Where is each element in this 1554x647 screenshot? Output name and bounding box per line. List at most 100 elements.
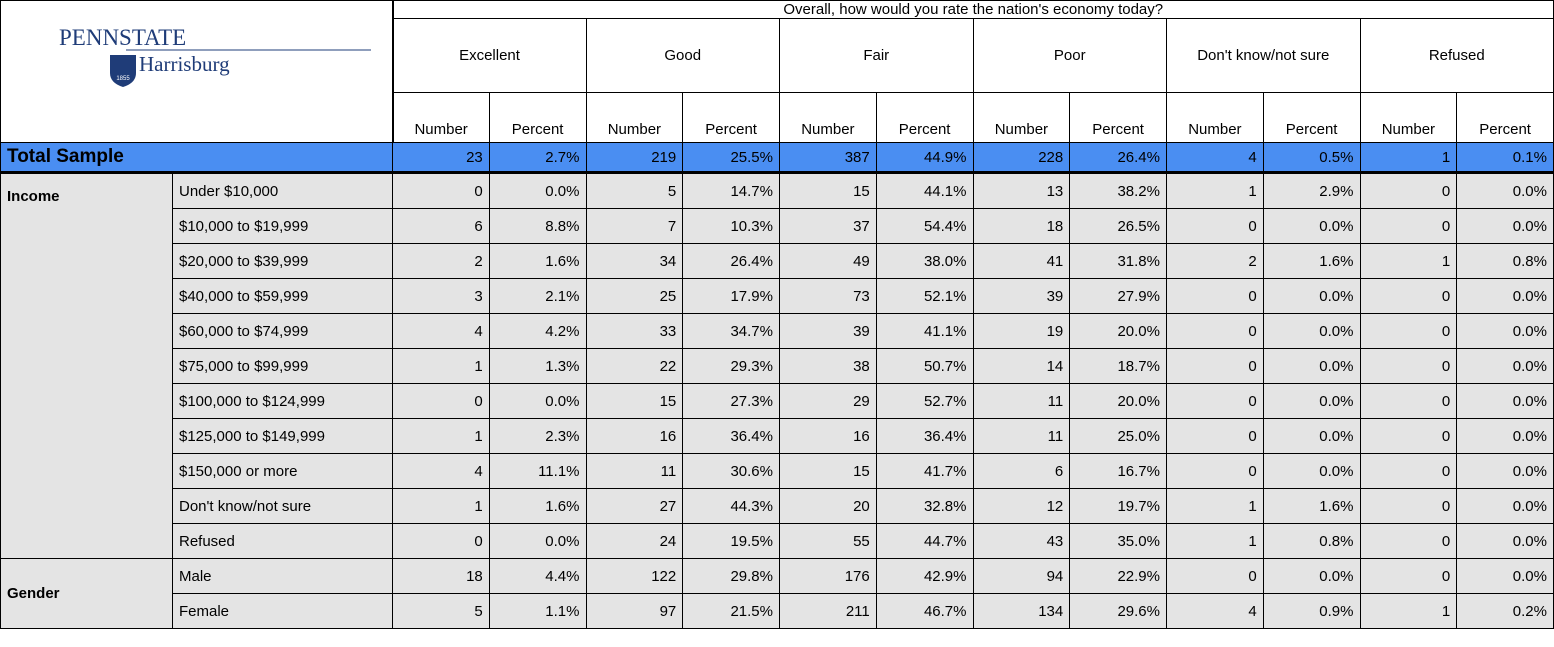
cell-value: 24 [585, 523, 684, 559]
data-row: Don't know/not sure 1 1.6% 27 44.3% 20 32.8% 12… [1, 488, 1554, 524]
cell-value: 1.6% [488, 243, 587, 279]
subheader: Number [1166, 92, 1264, 143]
cell-value: 44.3% [682, 488, 780, 524]
cell-value: 27 [585, 488, 684, 524]
row-label: Refused [172, 523, 393, 559]
total-value: 0.1% [1456, 142, 1554, 174]
cell-value: 33 [585, 313, 684, 349]
cell-value: 122 [585, 558, 684, 594]
row-label: Don't know/not sure [172, 488, 393, 524]
logo-name: PENNSTATE [59, 25, 186, 50]
cell-value: 13 [972, 172, 1071, 209]
row-label: $10,000 to $19,999 [172, 208, 393, 244]
data-row: $75,000 to $99,999 1 1.3% 22 29.3% 38 50.7% 14 1… [1, 348, 1554, 384]
category-header: Don't know/not sure [1166, 18, 1361, 93]
cell-value: 0.0% [1456, 172, 1554, 209]
group-label: Income [0, 172, 173, 559]
logo-shield [110, 55, 136, 87]
category-header: Good [585, 18, 780, 93]
cell-value: 19.5% [682, 523, 780, 559]
cell-value: 7 [585, 208, 684, 244]
cell-value: 14.7% [682, 172, 780, 209]
cell-value: 0 [1359, 383, 1458, 419]
cell-value: 0 [1359, 172, 1458, 209]
cell-value: 2 [392, 243, 490, 279]
row-label: $100,000 to $124,999 [172, 383, 393, 419]
cell-value: 8.8% [488, 208, 587, 244]
cell-value: 0.0% [1262, 558, 1361, 594]
cell-value: 0.8% [1456, 243, 1554, 279]
cell-value: 211 [779, 593, 877, 629]
cell-value: 12 [972, 488, 1071, 524]
subheader: Percent [488, 92, 587, 143]
cell-value: 30.6% [682, 453, 780, 489]
cell-value: 4 [392, 313, 490, 349]
cell-value: 34 [585, 243, 684, 279]
cell-value: 32.8% [875, 488, 974, 524]
logo-year: 1855 [116, 76, 130, 82]
subheader-row: Number Percent Number Percent Number Percent N… [1, 92, 1554, 143]
cell-value: 55 [779, 523, 877, 559]
total-value: 387 [779, 142, 877, 174]
cell-value: 0.0% [488, 172, 587, 209]
data-row: $40,000 to $59,999 3 2.1% 25 17.9% 73 52.1% 39 2… [1, 278, 1554, 314]
cell-value: 0.0% [1456, 453, 1554, 489]
cell-value: 15 [779, 453, 877, 489]
cell-value: 15 [779, 172, 877, 209]
category-header: Poor [972, 18, 1167, 93]
cell-value: 21.5% [682, 593, 780, 629]
row-label: $60,000 to $74,999 [172, 313, 393, 349]
total-value: 219 [585, 142, 684, 174]
table-body: PENNSTATE 1855 Harrisburg Overall, how w… [0, 0, 1554, 629]
logo: PENNSTATE 1855 Harrisburg [59, 25, 371, 87]
cell-value: 41.1% [875, 313, 974, 349]
cell-value: 2.3% [488, 418, 587, 454]
table: PENNSTATE 1855 Harrisburg Overall, how w… [0, 0, 1554, 629]
cell-value: 1.1% [488, 593, 587, 629]
cell-value: 0.0% [1456, 313, 1554, 349]
cell-value: 0.0% [1262, 208, 1361, 244]
cell-value: 31.8% [1069, 243, 1167, 279]
cell-value: 19 [972, 313, 1071, 349]
cell-value: 5 [392, 593, 490, 629]
cell-value: 0 [1359, 488, 1458, 524]
cell-value: 29.3% [682, 348, 780, 384]
total-value: 4 [1166, 142, 1264, 174]
total-value: 23 [392, 142, 490, 174]
cell-value: 0.0% [1456, 523, 1554, 559]
cell-value: 0.0% [1456, 208, 1554, 244]
cell-value: 44.1% [875, 172, 974, 209]
cell-value: 1.6% [1262, 243, 1361, 279]
cell-value: 10.3% [682, 208, 780, 244]
cell-value: 0.0% [1456, 278, 1554, 314]
cell-value: 0 [1166, 383, 1264, 419]
cell-value: 0.0% [1456, 348, 1554, 384]
cell-value: 15 [585, 383, 684, 419]
cell-value: 26.5% [1069, 208, 1167, 244]
cell-value: 0 [1359, 208, 1458, 244]
subheader: Percent [1069, 92, 1167, 143]
cell-value: 0 [1166, 348, 1264, 384]
cell-value: 6 [972, 453, 1071, 489]
cell-value: 134 [972, 593, 1071, 629]
cell-value: 1 [392, 418, 490, 454]
cell-value: 94 [972, 558, 1071, 594]
row-label: $20,000 to $39,999 [172, 243, 393, 279]
cell-value: 38.2% [1069, 172, 1167, 209]
cell-value: 20 [779, 488, 877, 524]
cell-value: 4.2% [488, 313, 587, 349]
cell-value: 0 [392, 523, 490, 559]
cell-value: 0 [1359, 278, 1458, 314]
cell-value: 0.0% [1456, 488, 1554, 524]
logo-campus: Harrisburg [139, 52, 230, 76]
cell-value: 0.0% [1456, 418, 1554, 454]
cell-value: 0.0% [1262, 453, 1361, 489]
subheader: Number [392, 92, 490, 143]
cell-value: 2.9% [1262, 172, 1361, 209]
cell-value: 41 [972, 243, 1071, 279]
category-header: Excellent [392, 18, 587, 93]
cell-value: 0.0% [1262, 278, 1361, 314]
cell-value: 0 [1166, 558, 1264, 594]
cell-value: 42.9% [875, 558, 974, 594]
